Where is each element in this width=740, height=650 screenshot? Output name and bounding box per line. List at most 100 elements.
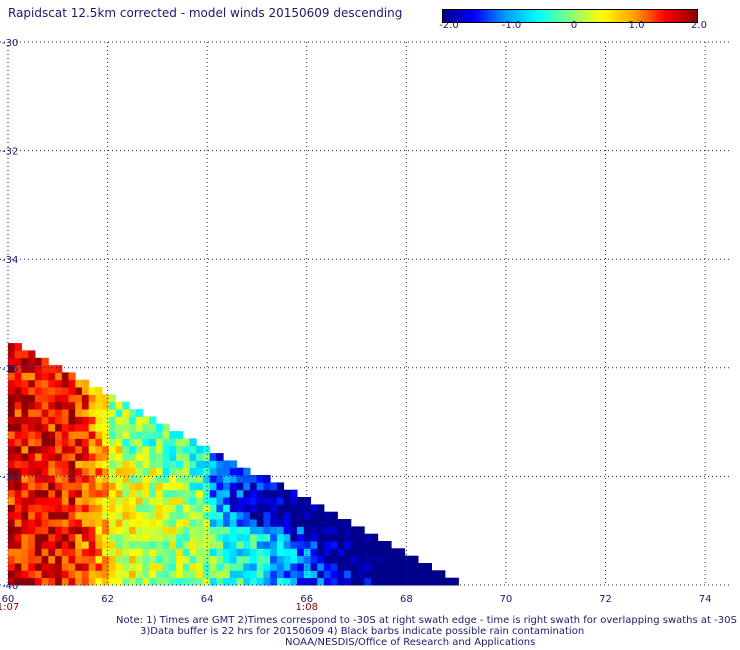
heatmap-cell	[283, 526, 291, 535]
heatmap-cell	[95, 511, 103, 520]
heatmap-cell	[95, 467, 103, 476]
heatmap-cell	[55, 577, 63, 586]
heatmap-cell	[223, 467, 231, 476]
heatmap-cell	[68, 519, 76, 527]
heatmap-cell	[88, 511, 96, 520]
heatmap-cell	[196, 526, 204, 535]
heatmap-cell	[196, 482, 204, 491]
heatmap-cell	[88, 504, 96, 513]
heatmap-cell	[297, 555, 305, 564]
heatmap-cell	[75, 511, 83, 520]
heatmap-cell	[223, 533, 231, 542]
heatmap-cell	[81, 431, 90, 439]
heatmap-cell	[48, 489, 56, 498]
heatmap-cell	[75, 467, 83, 476]
heatmap-cell	[256, 489, 264, 498]
heatmap-cell	[229, 548, 237, 557]
heatmap-cell	[209, 577, 217, 586]
heatmap-cell	[8, 467, 16, 476]
heatmap-cell	[48, 387, 56, 395]
heatmap-cell	[21, 387, 29, 395]
heatmap-cell	[256, 548, 264, 557]
heatmap-cell	[115, 533, 123, 542]
heatmap-cell	[135, 416, 143, 425]
heatmap-cell	[337, 541, 345, 549]
heatmap-cell	[21, 453, 29, 461]
heatmap-cell	[303, 519, 311, 527]
heatmap-cell	[102, 489, 110, 498]
heatmap-cell	[155, 460, 164, 469]
heatmap-cell	[102, 570, 110, 579]
heatmap-cell	[330, 533, 338, 542]
heatmap-cell	[108, 401, 116, 410]
heatmap-cell	[14, 387, 22, 395]
heatmap-cell	[55, 570, 63, 579]
heatmap-cell	[81, 511, 90, 520]
heatmap-cell	[142, 489, 150, 498]
heatmap-cell	[330, 555, 338, 564]
heatmap-cell	[28, 453, 36, 461]
heatmap-cell	[88, 475, 96, 483]
heatmap-cell	[48, 548, 56, 557]
heatmap-cell	[182, 504, 190, 513]
heatmap-cell	[88, 548, 96, 557]
heatmap-cell	[8, 372, 16, 381]
heatmap-cell	[431, 577, 439, 586]
heatmap-cell	[8, 343, 16, 351]
heatmap-cell	[377, 570, 385, 579]
heatmap-cell	[397, 555, 406, 564]
heatmap-cell	[55, 504, 63, 513]
heatmap-cell	[209, 482, 217, 491]
y-tick-label: -30	[2, 38, 18, 49]
heatmap-cell	[41, 548, 49, 557]
heatmap-cell	[276, 548, 285, 557]
heatmap-cell	[75, 555, 83, 564]
heatmap-cell	[8, 401, 16, 410]
heatmap-cell	[14, 423, 22, 432]
heatmap-cell	[102, 563, 110, 571]
heatmap-cell	[196, 489, 204, 498]
heatmap-cell	[243, 541, 251, 549]
heatmap-cell	[135, 511, 143, 520]
heatmap-cell	[75, 526, 83, 535]
heatmap-cell	[337, 519, 345, 527]
heatmap-cell	[397, 548, 406, 557]
heatmap-cell	[176, 548, 184, 557]
heatmap-cell	[303, 555, 311, 564]
heatmap-cell	[182, 526, 190, 535]
heatmap-cell	[102, 431, 110, 439]
y-tick-label: -34	[2, 255, 18, 266]
heatmap-cell	[21, 467, 29, 476]
heatmap-cell	[28, 526, 36, 535]
heatmap-cell	[276, 519, 285, 527]
heatmap-cell	[48, 475, 56, 483]
heatmap-cell	[290, 548, 298, 557]
heatmap-cell	[81, 394, 90, 403]
heatmap-cell	[149, 511, 157, 520]
heatmap-cell	[68, 438, 76, 447]
heatmap-cell	[61, 453, 69, 461]
heatmap-cell	[404, 563, 412, 571]
heatmap-cell	[68, 445, 76, 454]
heatmap-cell	[41, 438, 49, 447]
heatmap-cell	[129, 489, 137, 498]
heatmap-cell	[418, 570, 426, 579]
heatmap-cell	[337, 570, 345, 579]
heatmap-cell	[95, 526, 103, 535]
heatmap-cell	[391, 548, 399, 557]
heatmap-cell	[41, 387, 49, 395]
heatmap-cell	[8, 519, 16, 527]
heatmap-cell	[129, 453, 137, 461]
heatmap-cell	[283, 563, 291, 571]
heatmap-cell	[41, 460, 49, 469]
heatmap-cell	[108, 475, 116, 483]
heatmap-cell	[337, 563, 345, 571]
heatmap-cell	[95, 519, 103, 527]
gridlines	[0, 41, 730, 586]
heatmap-cell	[350, 541, 358, 549]
heatmap-cell	[290, 497, 298, 505]
heatmap-cell	[411, 577, 419, 586]
heatmap-cell	[162, 431, 170, 439]
heatmap-cell	[122, 533, 130, 542]
heatmap-cell	[155, 541, 164, 549]
